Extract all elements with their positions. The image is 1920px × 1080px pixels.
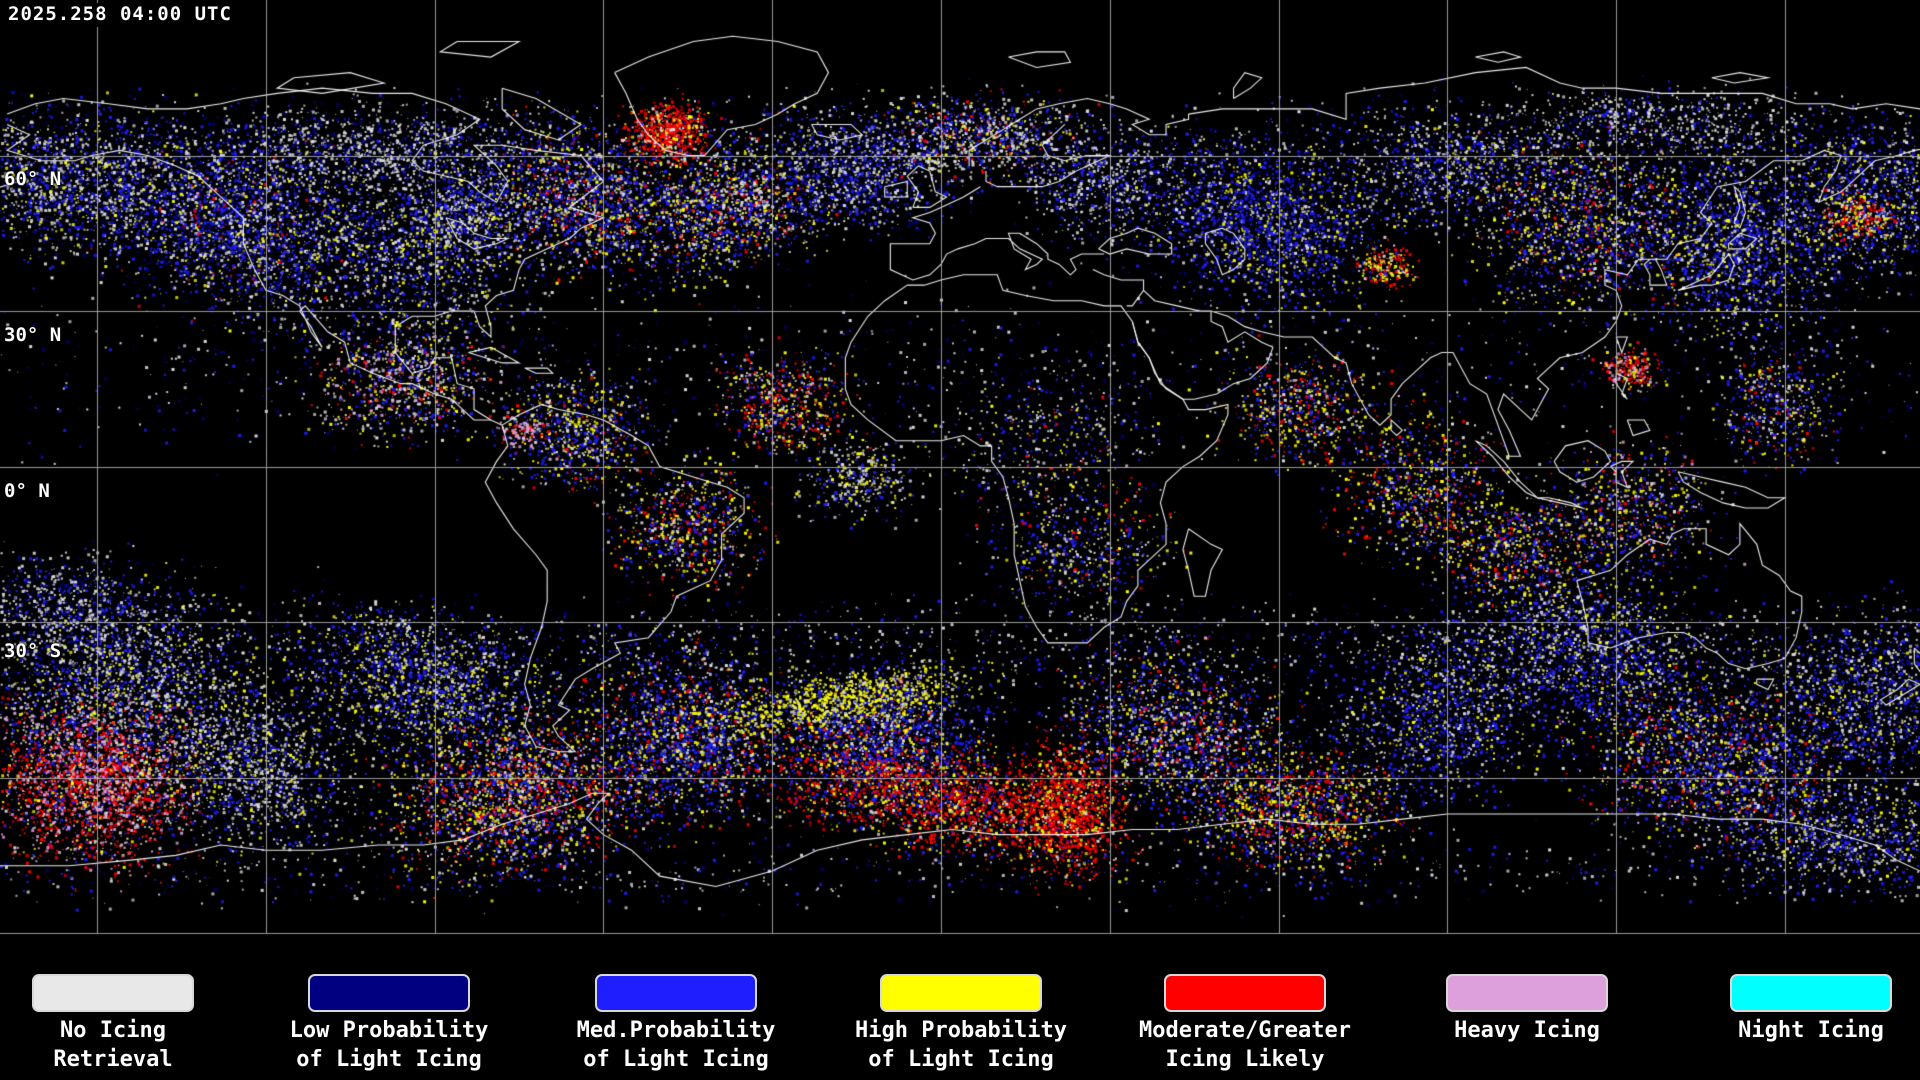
legend-item-moderate-greater: Moderate/Greater Icing Likely <box>1135 974 1355 1074</box>
legend-item-no-icing-retrieval: No Icing Retrieval <box>3 974 223 1074</box>
legend-label-line1: Night Icing <box>1738 1018 1884 1043</box>
legend-swatch-no-icing <box>32 974 194 1012</box>
timestamp: 2025.258 04:00 UTC <box>8 3 238 27</box>
legend-item-high-probability: High Probability of Light Icing <box>851 974 1071 1074</box>
legend-swatch-moderate-greater <box>1164 974 1326 1012</box>
legend-label-line2: of Light Icing <box>583 1047 769 1072</box>
lat-label-60n: 60° N <box>4 168 62 190</box>
legend: No Icing Retrieval Low Probability of Li… <box>0 974 1920 1080</box>
lat-label-30n: 30° N <box>4 324 62 346</box>
lat-label-30s: 30° S <box>4 640 62 662</box>
legend-label-line1: Med.Probability <box>576 1018 776 1043</box>
legend-label-line2: of Light Icing <box>868 1047 1054 1072</box>
legend-swatch-heavy-icing <box>1446 974 1608 1012</box>
legend-label-line1: Heavy Icing <box>1454 1018 1600 1043</box>
legend-label-line2: Retrieval <box>53 1047 173 1072</box>
lat-label-0n: 0° N <box>4 480 50 502</box>
legend-label-line2: Icing Likely <box>1165 1047 1325 1072</box>
legend-label-line1: Moderate/Greater <box>1139 1018 1351 1043</box>
legend-swatch-low-probability <box>308 974 470 1012</box>
legend-label-line1: High Probability <box>855 1018 1067 1043</box>
legend-label-line2 <box>1701 1045 1920 1074</box>
legend-item-night-icing: Night Icing <box>1701 974 1920 1074</box>
legend-item-heavy-icing: Heavy Icing <box>1417 974 1637 1074</box>
legend-label-line2 <box>1417 1045 1637 1074</box>
legend-item-med-probability: Med.Probability of Light Icing <box>566 974 786 1074</box>
legend-swatch-high-probability <box>880 974 1042 1012</box>
legend-label-line1: No Icing <box>60 1018 166 1043</box>
legend-label-line2: of Light Icing <box>296 1047 482 1072</box>
legend-swatch-night-icing <box>1730 974 1892 1012</box>
legend-label-line1: Low Probability <box>289 1018 489 1043</box>
legend-item-low-probability: Low Probability of Light Icing <box>279 974 499 1074</box>
legend-swatch-med-probability <box>595 974 757 1012</box>
